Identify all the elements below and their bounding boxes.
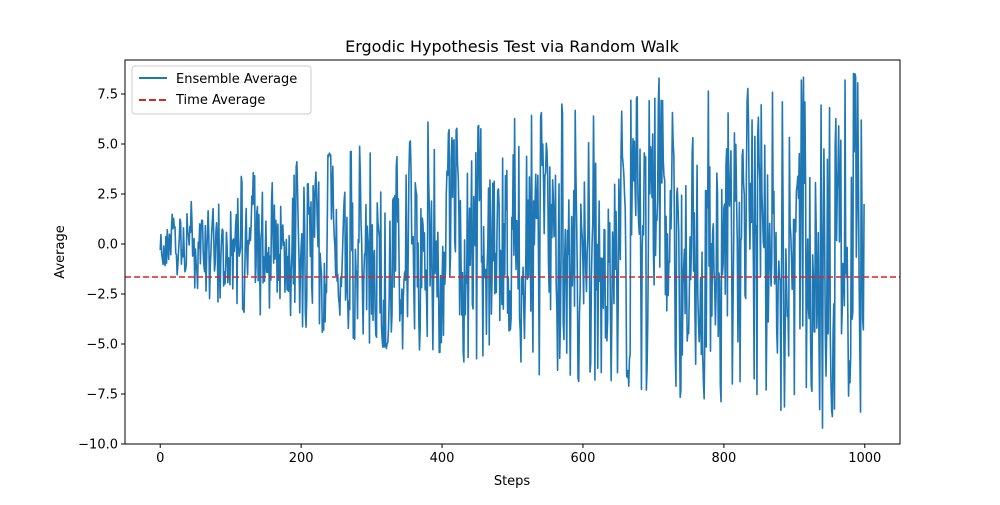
x-tick-label: 400 (430, 451, 455, 466)
x-tick-label: 1000 (848, 451, 881, 466)
y-tick-label: −10.0 (78, 438, 118, 453)
y-tick-label: 7.5 (97, 88, 118, 103)
chart-title: Ergodic Hypothesis Test via Random Walk (345, 37, 680, 56)
plot-frame (124, 59, 901, 445)
x-tick-label: 600 (571, 451, 596, 466)
y-tick-label: −2.5 (86, 288, 118, 303)
x-tick-label: 800 (711, 451, 736, 466)
legend-label-ensemble-average: Ensemble Average (176, 72, 297, 87)
y-tick-label: −5.0 (86, 338, 118, 353)
y-tick-label: 2.5 (97, 188, 118, 203)
y-axis-label: Average (53, 225, 68, 278)
legend: Ensemble Average Time Average (131, 65, 312, 115)
series-line-ensemble-average (159, 72, 865, 429)
y-tick-label: 5.0 (97, 138, 118, 153)
y-tick-label: 0.0 (97, 238, 118, 253)
x-tick-label: 0 (156, 451, 164, 466)
x-tick-label: 200 (289, 451, 314, 466)
y-tick-label: −7.5 (86, 388, 118, 403)
legend-label-time-average: Time Average (175, 93, 265, 108)
x-axis-label: Steps (494, 474, 531, 489)
legend-box (131, 65, 312, 115)
